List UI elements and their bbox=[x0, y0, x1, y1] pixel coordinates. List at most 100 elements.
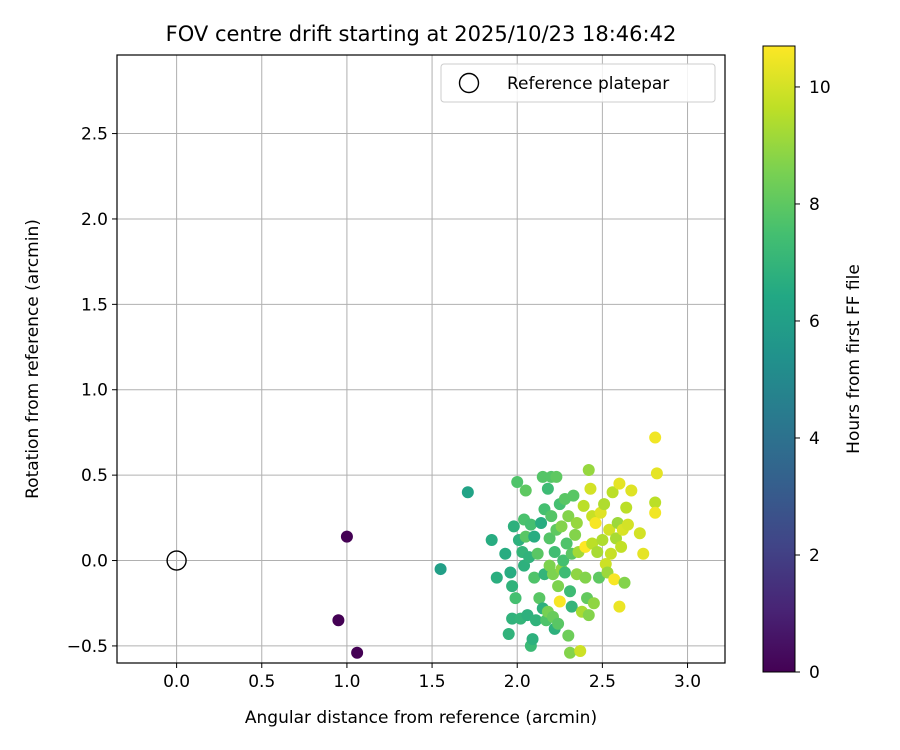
x-tick-label: 0.0 bbox=[163, 672, 190, 692]
data-point bbox=[553, 595, 566, 608]
data-point bbox=[558, 566, 571, 579]
y-tick-label: 2.5 bbox=[81, 125, 108, 145]
x-tick-label: 2.5 bbox=[589, 672, 616, 692]
data-point bbox=[506, 612, 519, 625]
data-point bbox=[434, 563, 447, 576]
x-tick-label: 2.0 bbox=[504, 672, 531, 692]
colorbar-tick-label: 4 bbox=[809, 429, 820, 449]
data-point bbox=[507, 520, 520, 533]
data-point bbox=[351, 646, 364, 659]
data-point bbox=[533, 592, 546, 605]
y-axis-label: Rotation from reference (arcmin) bbox=[23, 219, 43, 499]
data-point bbox=[570, 516, 583, 529]
colorbar bbox=[762, 45, 796, 673]
x-tick-label: 1.5 bbox=[419, 672, 446, 692]
data-point bbox=[526, 633, 539, 646]
data-point bbox=[555, 520, 568, 533]
data-point bbox=[499, 547, 512, 560]
data-point bbox=[511, 475, 524, 488]
colorbar-tick-label: 6 bbox=[809, 312, 820, 332]
data-point bbox=[560, 537, 573, 550]
colorbar-label: Hours from first FF file bbox=[844, 264, 864, 454]
data-point bbox=[528, 530, 541, 543]
data-point bbox=[649, 431, 662, 444]
plot-frame bbox=[116, 54, 726, 664]
legend-reference-marker bbox=[458, 72, 480, 94]
data-point bbox=[649, 506, 662, 519]
data-point bbox=[618, 576, 631, 589]
colorbar-tick-label: 0 bbox=[809, 663, 820, 683]
data-point bbox=[529, 614, 542, 627]
data-point bbox=[536, 470, 549, 483]
data-point bbox=[577, 499, 590, 512]
colorbar-ticks: 0 2 4 6 8 10 bbox=[795, 78, 831, 683]
legend-box bbox=[440, 63, 716, 103]
data-point bbox=[332, 614, 345, 627]
data-point bbox=[604, 547, 617, 560]
x-axis-label: Angular distance from reference (arcmin) bbox=[245, 708, 597, 728]
data-point bbox=[340, 530, 353, 543]
data-point bbox=[637, 547, 650, 560]
data-point bbox=[584, 482, 597, 495]
data-point bbox=[535, 516, 548, 529]
data-point bbox=[615, 540, 628, 553]
y-tick-label: 0.5 bbox=[81, 466, 108, 486]
y-tick-label: 0.0 bbox=[81, 552, 108, 572]
data-point bbox=[485, 534, 498, 547]
data-point bbox=[545, 510, 558, 523]
y-tick-label: −0.5 bbox=[67, 637, 108, 657]
data-point bbox=[608, 573, 621, 586]
data-point bbox=[625, 484, 638, 497]
data-point bbox=[621, 518, 634, 531]
data-point bbox=[591, 545, 604, 558]
x-tick-label: 1.0 bbox=[333, 672, 360, 692]
data-point bbox=[574, 645, 587, 658]
reference-platepar-marker bbox=[166, 550, 187, 571]
data-points bbox=[332, 431, 663, 659]
data-point bbox=[509, 592, 522, 605]
data-point bbox=[579, 571, 592, 584]
legend-entry-reference: Reference platepar bbox=[507, 74, 669, 94]
data-point bbox=[569, 528, 582, 541]
data-point bbox=[461, 486, 474, 499]
colorbar-tick-label: 10 bbox=[809, 78, 831, 98]
data-point bbox=[519, 484, 532, 497]
data-point bbox=[519, 530, 532, 543]
data-point bbox=[606, 486, 619, 499]
data-point bbox=[562, 510, 575, 523]
data-point bbox=[650, 467, 663, 480]
data-point bbox=[633, 527, 646, 540]
data-point bbox=[541, 482, 554, 495]
data-point bbox=[603, 523, 616, 536]
colorbar-tick-label: 2 bbox=[809, 546, 820, 566]
data-point bbox=[567, 489, 580, 502]
y-tick-label: 1.0 bbox=[81, 381, 108, 401]
grid bbox=[117, 55, 725, 663]
y-axis-ticks: −0.5 0.0 0.5 1.0 1.5 2.0 2.5 bbox=[67, 125, 117, 657]
data-point bbox=[502, 627, 515, 640]
data-point bbox=[548, 545, 561, 558]
data-point bbox=[596, 534, 609, 547]
data-point bbox=[613, 600, 626, 613]
y-tick-label: 1.5 bbox=[81, 295, 108, 315]
x-tick-label: 3.0 bbox=[674, 672, 701, 692]
data-point bbox=[582, 464, 595, 477]
data-point bbox=[528, 571, 541, 584]
data-point bbox=[564, 585, 577, 598]
data-point bbox=[562, 629, 575, 642]
x-tick-label: 0.5 bbox=[248, 672, 275, 692]
data-point bbox=[589, 516, 602, 529]
y-tick-label: 2.0 bbox=[81, 210, 108, 230]
x-axis-ticks: 0.0 0.5 1.0 1.5 2.0 2.5 3.0 bbox=[163, 663, 701, 692]
data-point bbox=[490, 571, 503, 584]
data-point bbox=[552, 580, 565, 593]
reference-marker-layer bbox=[166, 550, 187, 571]
chart-title: FOV centre drift starting at 2025/10/23 … bbox=[166, 22, 677, 46]
data-point bbox=[582, 609, 595, 622]
data-point bbox=[564, 646, 577, 659]
data-point bbox=[598, 498, 611, 511]
data-point bbox=[550, 470, 563, 483]
data-point bbox=[524, 518, 537, 531]
